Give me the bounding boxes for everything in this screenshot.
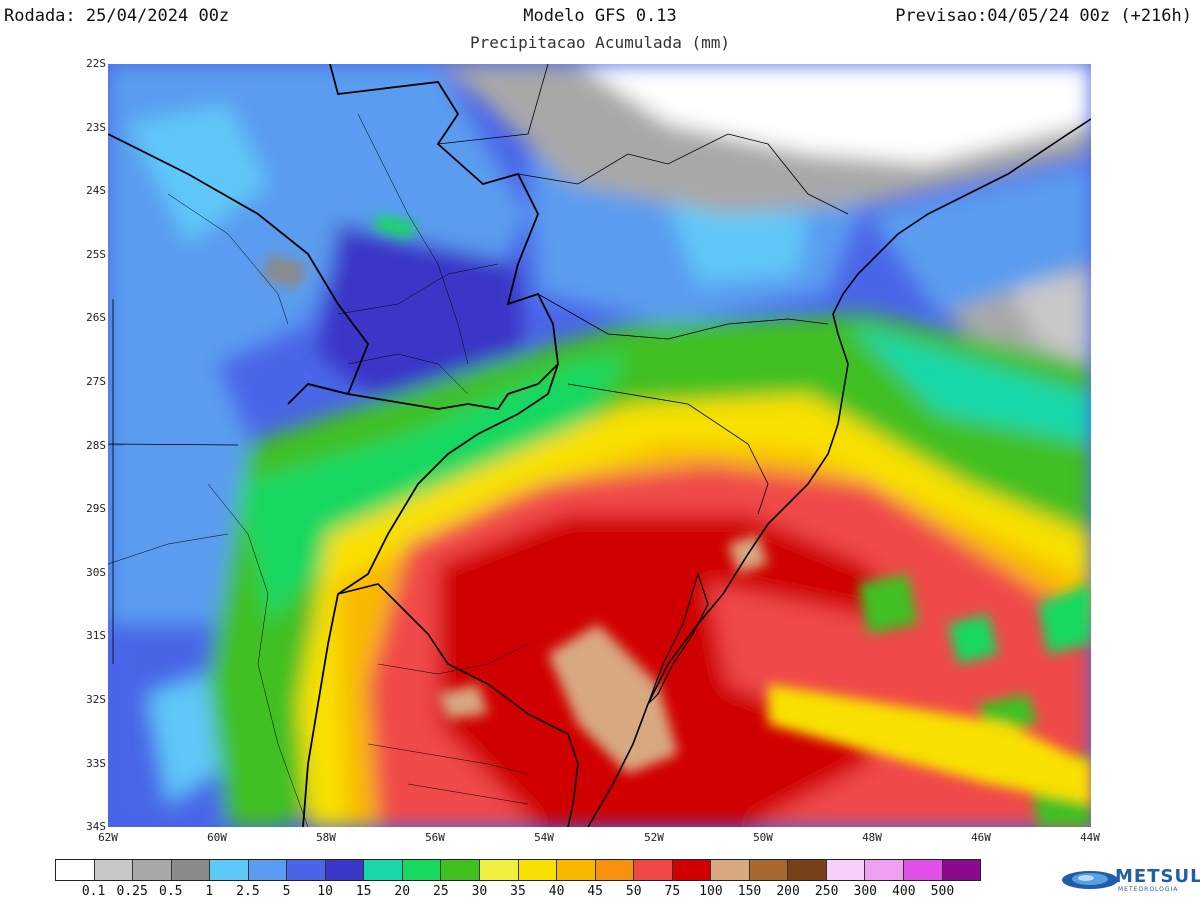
political-boundaries: [108, 64, 1091, 827]
colorbar-swatch: [210, 860, 249, 880]
colorbar-label: 300: [853, 884, 877, 899]
colorbar-label: 2.5: [236, 884, 260, 899]
lat-label: 28S: [86, 439, 106, 452]
lat-label: 33S: [86, 757, 106, 770]
colorbar-label: 1: [205, 884, 214, 899]
colorbar-label: 500: [930, 884, 955, 899]
colorbar-label: 5: [282, 884, 291, 899]
colorbar-label: 15: [355, 884, 372, 899]
colorbar-label: 250: [814, 884, 839, 899]
colorbar-label: 0.5: [159, 884, 183, 899]
colorbar-swatch: [904, 860, 943, 880]
lat-label: 32S: [86, 693, 106, 706]
colorbar-swatch: [865, 860, 905, 880]
precip-field: [108, 64, 1091, 827]
lon-label: 60W: [207, 831, 227, 844]
colorbar-swatch: [480, 860, 519, 880]
forecast-time-label: Previsao:04/05/24 00z (+216h): [895, 6, 1192, 26]
lon-label: 54W: [534, 831, 554, 844]
colorbar-label: 10: [317, 884, 333, 899]
colorbar-label: 0.25: [116, 884, 148, 899]
lat-label: 24S: [86, 184, 106, 197]
lon-label: 58W: [316, 831, 336, 844]
colorbar-label: 100: [699, 884, 723, 899]
colorbar-label: 200: [776, 884, 800, 899]
lon-label: 52W: [644, 831, 664, 844]
colorbar-swatch: [133, 860, 172, 880]
lat-label: 25S: [86, 248, 106, 261]
colorbar-swatch: [287, 860, 326, 880]
colorbar-swatch: [248, 860, 288, 880]
lon-label: 44W: [1080, 831, 1100, 844]
colorbar-label: 35: [510, 884, 526, 899]
colorbar-label: 75: [664, 884, 681, 899]
colorbar-swatch: [634, 860, 673, 880]
lat-label: 22S: [86, 57, 106, 70]
brand-name: METSUL: [1115, 866, 1200, 887]
lon-label: 62W: [98, 831, 118, 844]
lat-label: 34S: [86, 820, 106, 833]
metsul-logo-icon: [1062, 871, 1118, 889]
map-subtitle: Precipitacao Acumulada (mm): [469, 33, 731, 52]
colorbar-swatch: [826, 860, 866, 880]
lat-label: 23S: [86, 121, 106, 134]
colorbar-swatch: [557, 860, 596, 880]
colorbar-swatch: [441, 860, 481, 880]
colorbar-label: 25: [433, 884, 449, 899]
colorbar-labels: 0.1 0.25 0.5 1 2.5 5 10 15 20 25 30 35 40 45 50 75 100 15…: [55, 884, 981, 900]
colorbar-swatch: [595, 860, 635, 880]
colorbar-label: 400: [892, 884, 916, 899]
colorbar-swatch: [364, 860, 403, 880]
lon-label: 46W: [971, 831, 991, 844]
colorbar-swatch: [56, 860, 95, 880]
colorbar-label: 50: [625, 884, 642, 899]
colorbar-label: 0.1: [81, 884, 106, 899]
lat-label: 31S: [86, 629, 106, 642]
brand-tagline: METEOROLOGIA: [1118, 886, 1179, 893]
colorbar-label: 150: [737, 884, 762, 899]
colorbar-swatch: [788, 860, 827, 880]
colorbar-swatch: [402, 860, 442, 880]
lat-label: 26S: [86, 311, 106, 324]
map-canvas: [108, 64, 1091, 827]
colorbar-swatch: [672, 860, 712, 880]
colorbar-label: 40: [548, 884, 565, 899]
colorbar-label: 20: [394, 884, 411, 899]
colorbar-swatch: [749, 860, 789, 880]
colorbar-label: 30: [471, 884, 488, 899]
lon-label: 56W: [425, 831, 445, 844]
run-date-label: Rodada: 25/04/2024 00z: [4, 6, 230, 26]
lon-label: 50W: [753, 831, 773, 844]
colorbar-swatch: [711, 860, 750, 880]
precipitation-colorbar: [55, 859, 981, 881]
colorbar-swatch: [325, 860, 365, 880]
precipitation-map: [108, 64, 1091, 827]
lon-label: 48W: [862, 831, 882, 844]
lat-label: 30S: [86, 566, 106, 579]
colorbar-swatch: [518, 860, 558, 880]
model-title: Modelo GFS 0.13: [523, 6, 677, 26]
colorbar-swatch: [94, 860, 134, 880]
lat-label: 27S: [86, 375, 106, 388]
colorbar-label: 45: [587, 884, 603, 899]
colorbar-swatch: [942, 860, 981, 880]
lat-label: 29S: [86, 502, 106, 515]
colorbar-swatch: [171, 860, 211, 880]
